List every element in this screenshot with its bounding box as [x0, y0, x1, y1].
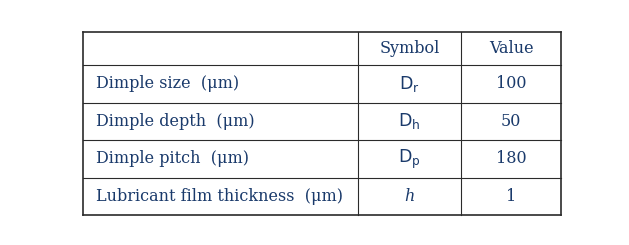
- Text: Dimple depth  (μm): Dimple depth (μm): [96, 113, 254, 130]
- Text: h: h: [404, 188, 415, 205]
- Text: 1: 1: [506, 188, 516, 205]
- Text: Value: Value: [489, 40, 533, 57]
- Text: $\mathrm{D}_{\mathrm{r}}$: $\mathrm{D}_{\mathrm{r}}$: [399, 74, 420, 94]
- Text: $\mathrm{D}_{\mathrm{h}}$: $\mathrm{D}_{\mathrm{h}}$: [398, 111, 421, 131]
- Text: 100: 100: [496, 75, 526, 92]
- Text: Symbol: Symbol: [379, 40, 440, 57]
- Text: 50: 50: [501, 113, 521, 130]
- Text: $\mathrm{D}_{\mathrm{p}}$: $\mathrm{D}_{\mathrm{p}}$: [398, 147, 421, 171]
- Text: Dimple pitch  (μm): Dimple pitch (μm): [96, 150, 248, 167]
- Text: 180: 180: [496, 150, 526, 167]
- Text: Dimple size  (μm): Dimple size (μm): [96, 75, 239, 92]
- Text: Lubricant film thickness  (μm): Lubricant film thickness (μm): [96, 188, 343, 205]
